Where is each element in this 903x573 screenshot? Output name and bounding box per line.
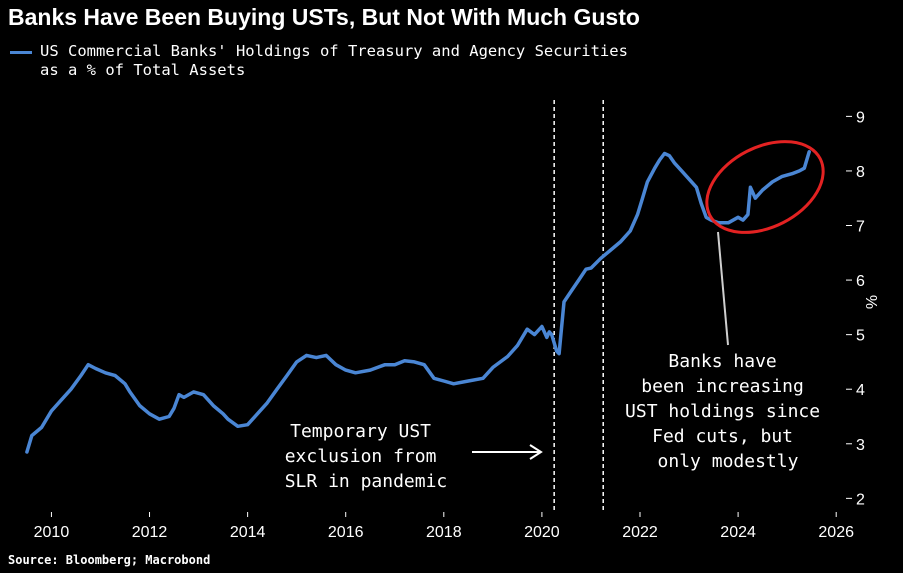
series-layer <box>25 150 811 454</box>
callout-line <box>717 231 729 346</box>
y-axis: 2 3 4 5 6 7 8 9 <box>846 109 865 508</box>
highlight-ellipse <box>705 140 825 234</box>
y-tick-label: 8 <box>856 164 865 181</box>
x-tick-label: 2026 <box>818 524 854 541</box>
y-tick-label: 2 <box>856 491 865 508</box>
x-tick-label: 2024 <box>720 524 756 541</box>
y-tick-label: 9 <box>856 109 865 126</box>
y-tick-label: 6 <box>856 273 865 290</box>
x-tick-label: 2020 <box>524 524 560 541</box>
legend-swatch <box>10 51 32 54</box>
fed-annotation-line: Fed cuts, but <box>652 426 793 447</box>
y-tick-label: 3 <box>856 437 865 454</box>
x-tick-label: 2012 <box>132 524 168 541</box>
legend-label-line1: US Commercial Banks' Holdings of Treasur… <box>40 42 628 60</box>
y-axis-unit-label: % <box>864 295 881 309</box>
annotation-layer: Temporary UST exclusion from SLR in pand… <box>285 140 831 492</box>
source-note: Source: Bloomberg; Macrobond <box>8 553 211 567</box>
x-axis: 2010 2012 2014 2016 2018 2020 2022 2024 2026 <box>34 512 854 541</box>
slr-annotation-line: exclusion from <box>285 446 437 467</box>
y-tick-label: 5 <box>856 328 865 345</box>
fed-annotation: Banks have been increasing UST holdings … <box>625 351 831 472</box>
x-tick-label: 2010 <box>34 524 70 541</box>
slr-annotation-line: SLR in pandemic <box>285 471 448 492</box>
legend-label-line2: as a % of Total Assets <box>40 61 246 79</box>
event-lines <box>553 100 604 512</box>
y-tick-label: 4 <box>856 382 865 399</box>
fed-annotation-line: Banks have <box>668 351 776 372</box>
fed-annotation-line: only modestly <box>658 451 799 472</box>
slr-arrow <box>472 444 543 460</box>
slr-annotation-line: Temporary UST <box>290 421 431 442</box>
series-line <box>25 150 811 454</box>
x-tick-label: 2018 <box>426 524 462 541</box>
fed-annotation-line: been increasing <box>641 376 804 397</box>
y-tick-label: 7 <box>856 219 865 236</box>
x-tick-label: 2014 <box>230 524 266 541</box>
x-tick-label: 2016 <box>328 524 364 541</box>
x-tick-label: 2022 <box>622 524 658 541</box>
slr-annotation: Temporary UST exclusion from SLR in pand… <box>285 421 448 492</box>
chart-title: Banks Have Been Buying USTs, But Not Wit… <box>8 4 640 30</box>
fed-annotation-line: UST holdings since <box>625 401 820 422</box>
